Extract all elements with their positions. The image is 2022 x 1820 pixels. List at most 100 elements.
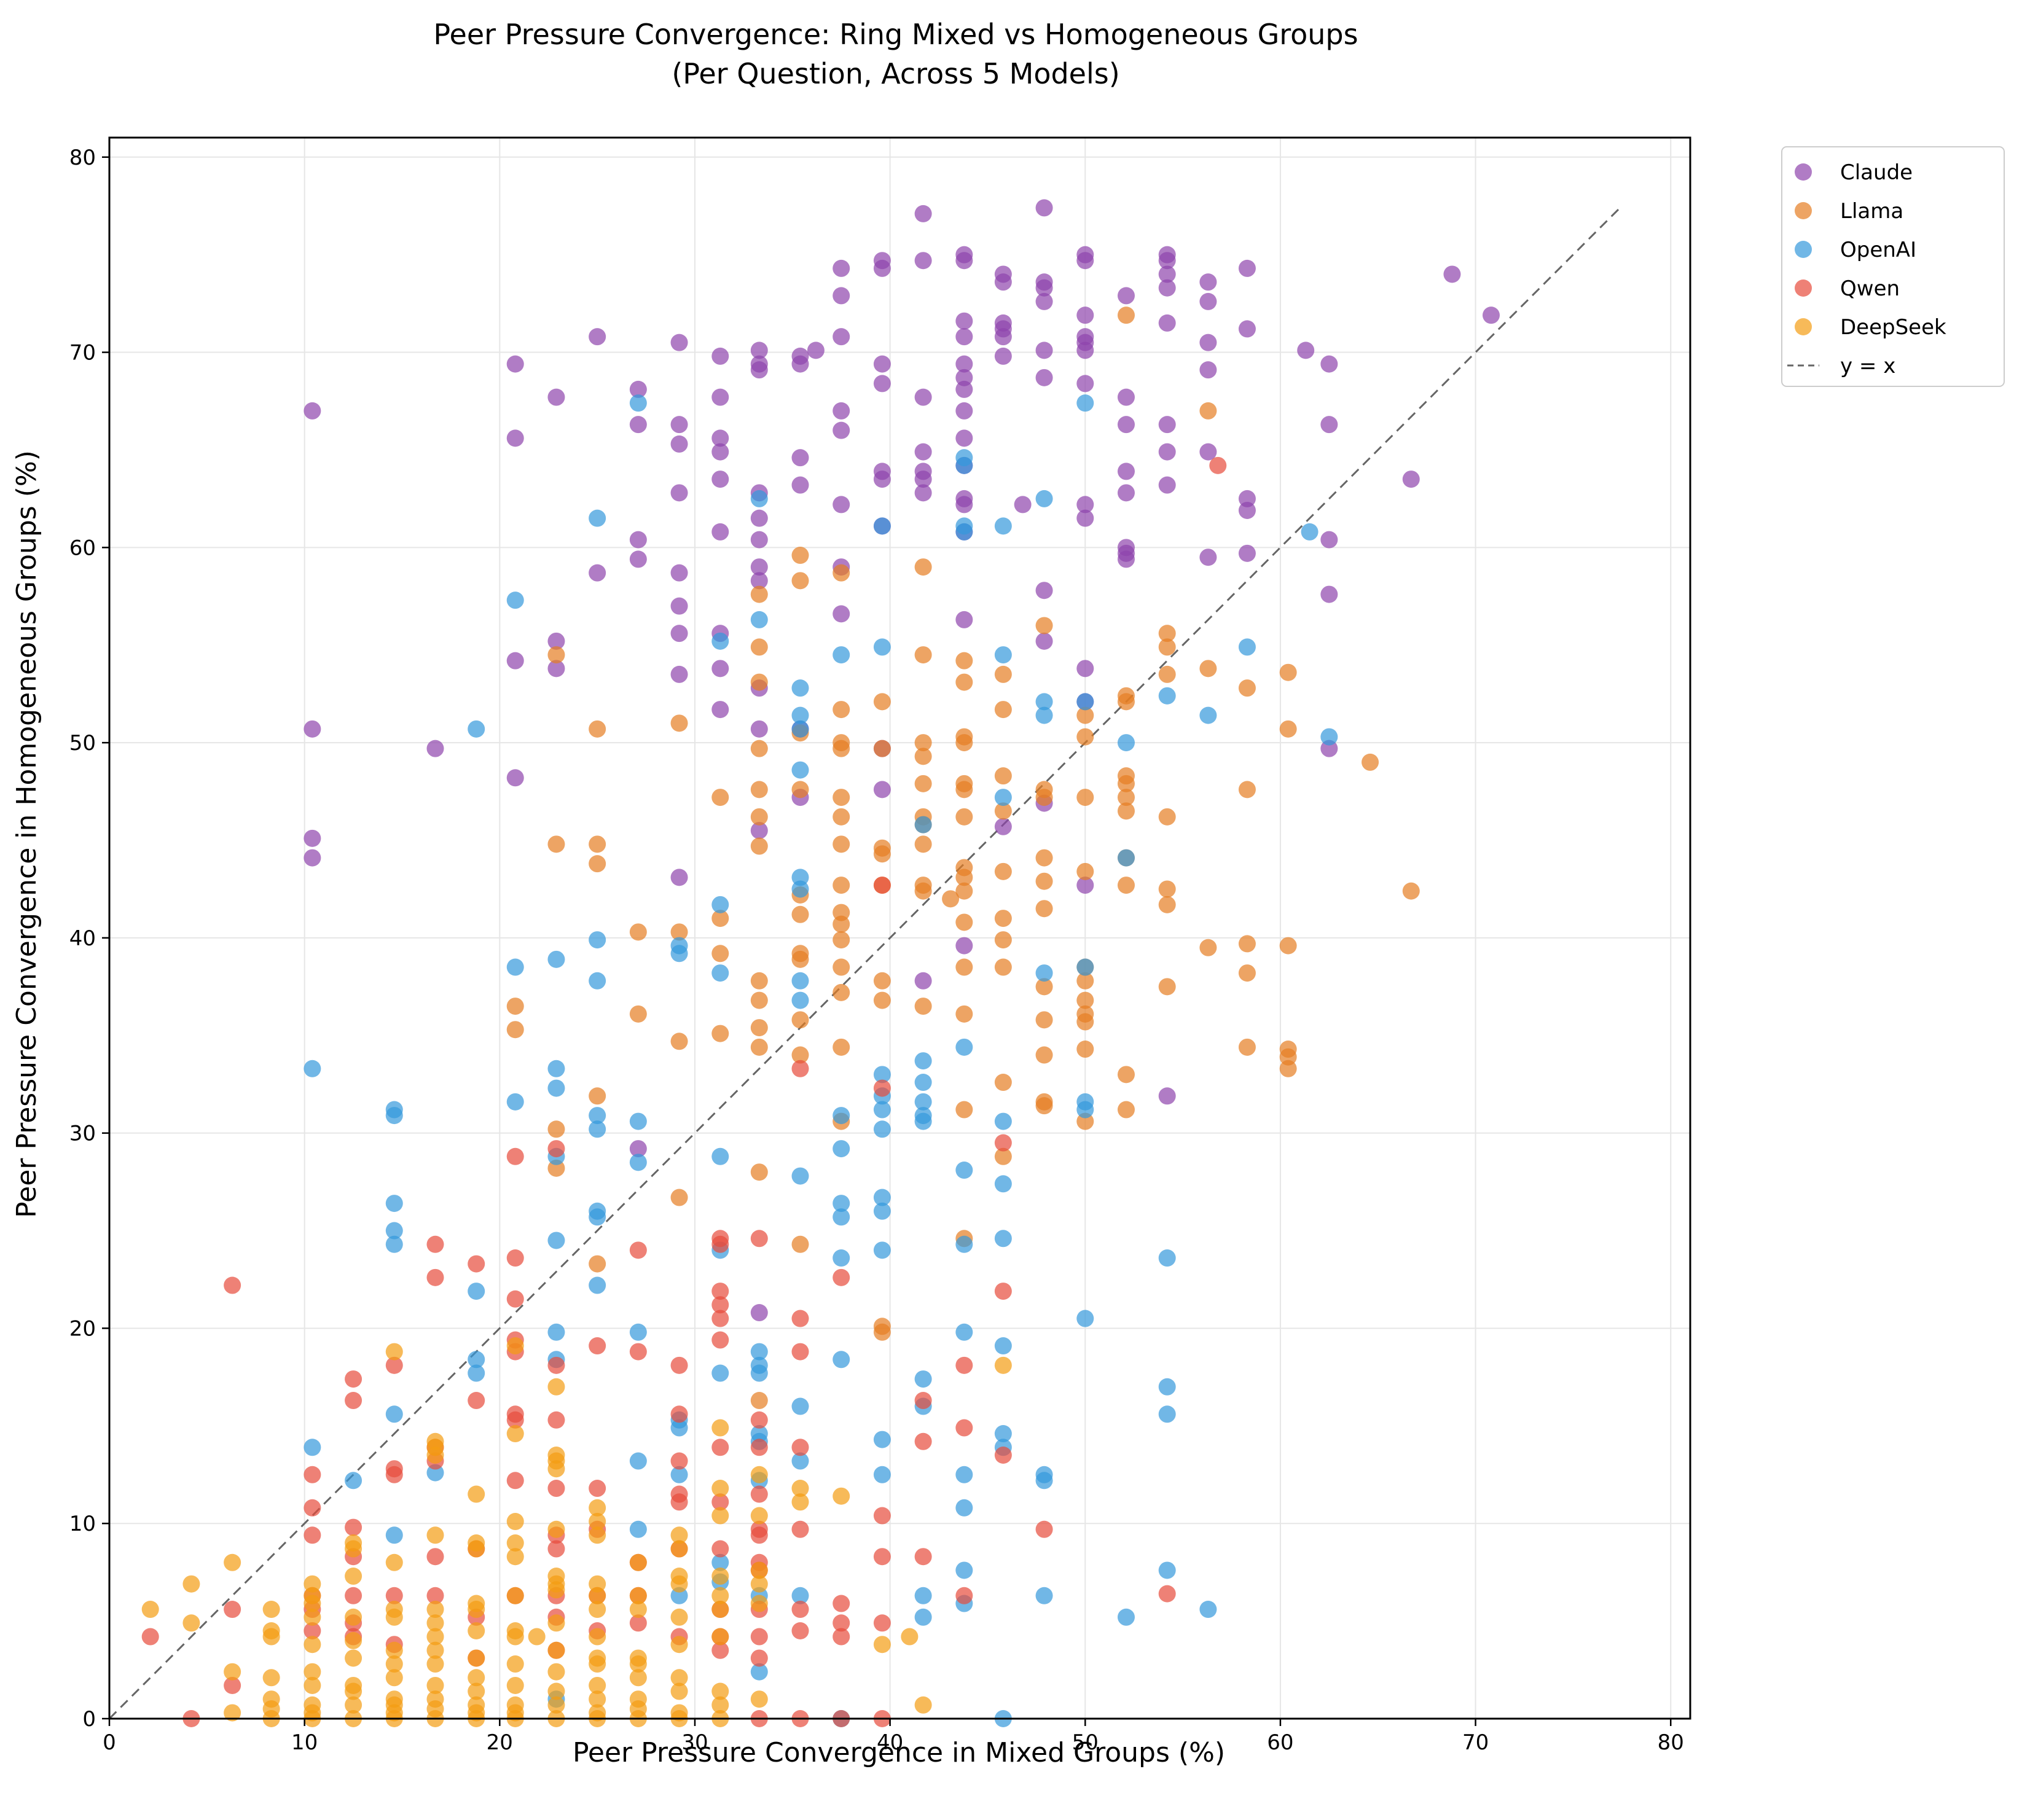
data-point xyxy=(791,880,809,898)
data-point xyxy=(224,1676,241,1694)
series-deepseek xyxy=(141,1337,1012,1727)
data-point xyxy=(1076,789,1094,807)
data-point xyxy=(1158,808,1176,826)
data-point xyxy=(873,1323,891,1341)
data-point xyxy=(589,1087,606,1105)
data-point xyxy=(506,1548,524,1566)
data-point xyxy=(304,720,321,738)
data-point xyxy=(304,1622,321,1639)
data-point xyxy=(670,1356,688,1374)
data-points xyxy=(141,199,1500,1727)
data-point xyxy=(791,1167,809,1185)
data-point xyxy=(711,1587,729,1604)
data-point xyxy=(833,421,850,439)
data-point xyxy=(750,572,768,590)
data-point xyxy=(547,1060,565,1077)
data-point xyxy=(141,1628,159,1646)
y-tick-label: 40 xyxy=(69,926,96,951)
data-point xyxy=(750,1364,768,1382)
data-point xyxy=(994,958,1012,976)
data-point xyxy=(589,1107,606,1125)
data-point xyxy=(1076,660,1094,678)
data-point xyxy=(711,347,729,365)
data-point xyxy=(345,1608,362,1626)
data-point xyxy=(955,1005,973,1023)
data-point xyxy=(791,572,809,590)
data-point xyxy=(750,1439,768,1456)
data-point xyxy=(304,1060,321,1077)
data-point xyxy=(589,1587,606,1604)
data-point xyxy=(955,380,973,398)
data-point xyxy=(506,1425,524,1443)
data-point xyxy=(750,972,768,990)
data-point xyxy=(589,1628,606,1646)
data-point xyxy=(711,1439,729,1456)
data-point xyxy=(914,1608,932,1626)
data-point xyxy=(506,1290,524,1308)
data-point xyxy=(1158,638,1176,656)
data-point xyxy=(750,558,768,576)
data-point xyxy=(1035,1097,1053,1115)
data-point xyxy=(426,1601,444,1619)
data-point xyxy=(791,1452,809,1470)
data-point xyxy=(711,1696,729,1714)
data-point xyxy=(711,1331,729,1349)
data-point xyxy=(833,740,850,757)
data-point xyxy=(589,564,606,582)
data-point xyxy=(304,1439,321,1456)
data-point xyxy=(873,693,891,711)
data-point xyxy=(629,394,647,412)
data-point xyxy=(426,1548,444,1566)
data-point xyxy=(994,931,1012,949)
data-point xyxy=(873,1636,891,1654)
data-point xyxy=(750,1575,768,1593)
data-point xyxy=(750,585,768,603)
data-point xyxy=(629,550,647,568)
data-point xyxy=(791,720,809,738)
data-point xyxy=(873,1120,891,1138)
data-point xyxy=(914,443,932,461)
data-point xyxy=(1158,625,1176,642)
data-point xyxy=(711,1419,729,1437)
data-point xyxy=(1035,706,1053,724)
data-point xyxy=(1117,550,1135,568)
data-point xyxy=(1035,849,1053,867)
data-point xyxy=(224,1553,241,1571)
data-point xyxy=(589,1120,606,1138)
legend-marker xyxy=(1795,241,1812,258)
data-point xyxy=(955,913,973,931)
data-point xyxy=(914,1587,932,1604)
data-point xyxy=(670,416,688,434)
data-point xyxy=(1117,789,1135,807)
data-point xyxy=(914,835,932,853)
data-point xyxy=(385,1405,403,1423)
data-point xyxy=(670,1189,688,1206)
data-point xyxy=(750,1526,768,1544)
data-point xyxy=(1076,958,1094,976)
reference-line xyxy=(108,207,1621,1720)
data-point xyxy=(873,845,891,863)
data-point xyxy=(1199,443,1217,461)
data-point xyxy=(791,1060,809,1077)
data-point xyxy=(750,720,768,738)
data-point xyxy=(791,950,809,968)
data-point xyxy=(1035,617,1053,635)
data-point xyxy=(506,1337,524,1355)
data-point xyxy=(385,1587,403,1604)
x-tick-label: 50 xyxy=(1072,1730,1099,1755)
x-tick-label: 30 xyxy=(681,1730,708,1755)
data-point xyxy=(345,1682,362,1700)
data-point xyxy=(1035,199,1053,217)
data-point xyxy=(1035,279,1053,297)
data-point xyxy=(711,660,729,678)
data-point xyxy=(1158,279,1176,297)
data-point xyxy=(1199,1601,1217,1619)
data-point xyxy=(1238,320,1256,338)
data-point xyxy=(955,1419,973,1437)
data-point xyxy=(711,1540,729,1558)
data-point xyxy=(914,816,932,834)
data-point xyxy=(1076,1013,1094,1031)
data-point xyxy=(914,1548,932,1566)
data-point xyxy=(914,748,932,765)
data-point xyxy=(994,347,1012,365)
